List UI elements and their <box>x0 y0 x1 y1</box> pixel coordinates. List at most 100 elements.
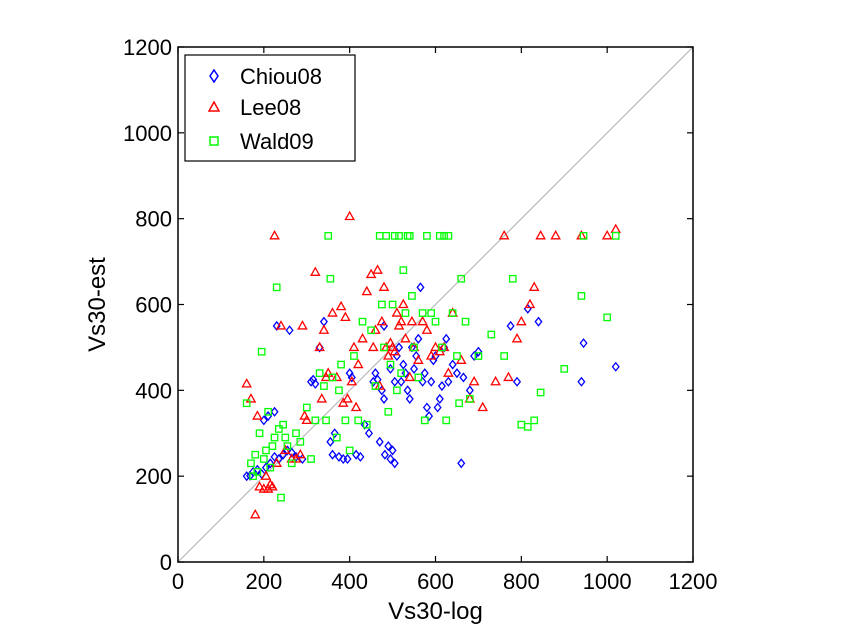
data-point <box>530 416 539 425</box>
data-point <box>393 386 401 395</box>
data-point <box>534 316 543 327</box>
data-point <box>503 371 514 382</box>
data-point <box>267 481 278 491</box>
data-point <box>350 401 362 412</box>
data-point <box>399 266 408 275</box>
data-point <box>400 333 411 343</box>
data-point <box>611 361 620 372</box>
data-point <box>511 333 523 343</box>
data-point <box>487 330 496 339</box>
data-point <box>270 451 279 462</box>
data-point <box>405 231 414 240</box>
data-point <box>307 455 315 463</box>
data-point <box>430 341 441 352</box>
data-point <box>380 343 388 352</box>
data-point <box>277 493 285 502</box>
data-point <box>320 382 328 390</box>
data-point <box>347 372 356 383</box>
data-point <box>292 429 300 438</box>
data-point <box>249 508 261 519</box>
data-point <box>264 407 272 416</box>
data-point <box>254 481 265 491</box>
data-point <box>421 324 433 334</box>
data-point <box>302 403 311 412</box>
data-point <box>395 231 403 240</box>
data-point <box>405 393 414 404</box>
data-point <box>360 419 369 430</box>
data-point <box>322 367 334 377</box>
data-point <box>281 433 290 442</box>
data-point <box>345 446 354 455</box>
data-point <box>382 231 390 240</box>
data-point <box>403 385 412 396</box>
data-point <box>470 350 479 362</box>
data-point <box>453 352 461 360</box>
data-point <box>340 311 351 322</box>
data-point <box>266 463 275 472</box>
data-point <box>311 378 320 389</box>
data-point <box>279 420 287 429</box>
data-point <box>315 369 324 378</box>
data-point <box>437 381 446 392</box>
data-point <box>443 367 454 377</box>
data-point <box>346 375 358 386</box>
data-point <box>301 414 313 425</box>
data-point <box>328 373 337 382</box>
data-point <box>334 451 343 462</box>
data-point <box>459 372 468 383</box>
data-point <box>401 368 410 379</box>
data-point <box>440 231 448 240</box>
data-point <box>465 395 474 403</box>
data-point <box>356 451 365 462</box>
data-point <box>410 363 419 374</box>
data-point <box>371 382 380 390</box>
data-points <box>241 210 622 519</box>
data-point <box>384 441 393 452</box>
data-point <box>268 442 277 450</box>
data-point <box>395 315 407 326</box>
data-point <box>241 378 252 388</box>
data-point <box>468 375 480 386</box>
data-point <box>260 470 272 480</box>
data-point <box>331 371 343 382</box>
data-point <box>342 393 353 403</box>
data-point <box>384 407 393 416</box>
data-point <box>416 282 425 293</box>
data-point <box>601 230 613 240</box>
data-point <box>577 376 586 387</box>
data-point <box>417 315 428 326</box>
data-point <box>420 416 429 425</box>
x-tick-label: 1200 <box>669 569 718 594</box>
data-point <box>255 429 264 438</box>
data-point <box>257 347 266 356</box>
data-point <box>253 468 262 476</box>
data-point <box>423 231 431 240</box>
data-point <box>461 317 470 326</box>
data-point <box>249 472 257 481</box>
data-point <box>275 425 283 433</box>
data-point <box>352 449 361 460</box>
data-point <box>296 437 305 446</box>
data-point <box>335 386 343 395</box>
data-point <box>448 309 457 317</box>
data-point <box>322 416 330 425</box>
data-point <box>477 401 489 412</box>
data-point <box>386 453 395 465</box>
data-point <box>378 300 386 309</box>
data-point <box>420 368 429 379</box>
data-point <box>425 350 437 360</box>
x-tick-label: 0 <box>172 569 184 594</box>
data-point <box>433 402 442 413</box>
data-point <box>324 231 333 240</box>
data-point <box>524 298 536 309</box>
data-point <box>344 210 355 221</box>
data-point <box>406 315 418 326</box>
data-point <box>270 406 279 417</box>
data-point <box>332 433 341 442</box>
data-point <box>372 264 383 274</box>
data-point <box>579 231 588 240</box>
data-point <box>535 230 546 240</box>
data-point <box>266 458 275 469</box>
data-point <box>577 292 586 300</box>
data-point <box>425 411 434 422</box>
